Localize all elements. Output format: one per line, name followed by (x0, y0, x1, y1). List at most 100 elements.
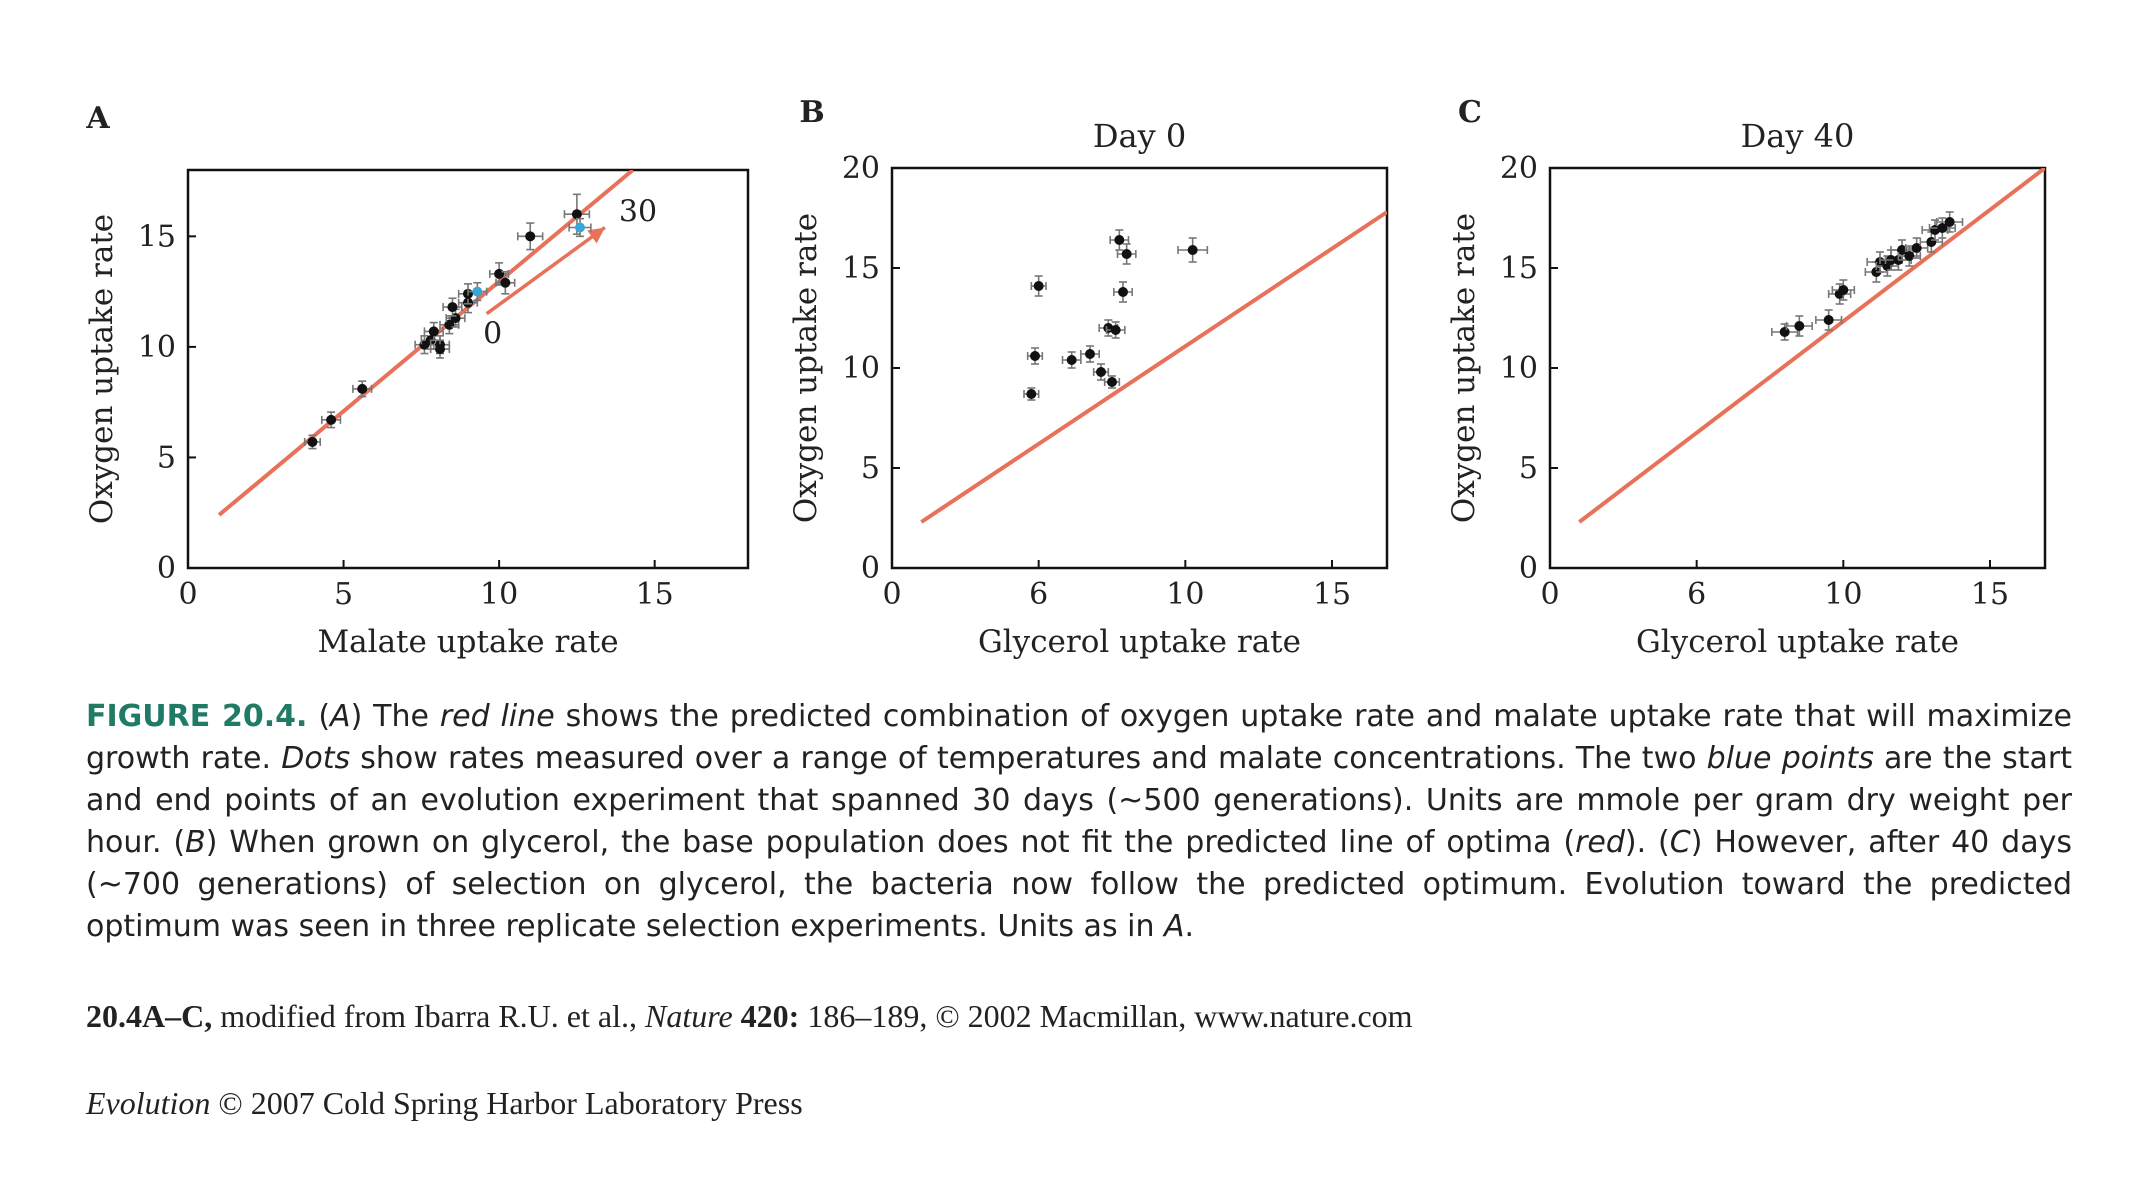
y-tick-label: 10 (842, 351, 880, 386)
y-axis-label: Oxygen uptake rate (84, 214, 120, 524)
arrow-start-label: 0 (483, 317, 502, 352)
x-axis-label: Glycerol uptake rate (978, 624, 1301, 660)
x-tick-label: 0 (1540, 577, 1559, 612)
data-point (1831, 279, 1856, 301)
y-tick-label: 10 (138, 330, 176, 365)
data-point (352, 380, 373, 398)
credit-sep (733, 998, 741, 1034)
data-point (423, 321, 444, 342)
data-point (429, 339, 451, 359)
y-axis-label: Oxygen uptake rate (788, 213, 824, 523)
book-copyright: Evolution © 2007 Cold Spring Harbor Labo… (86, 1085, 2072, 1122)
x-axis-label: Glycerol uptake rate (1636, 624, 1959, 660)
x-tick-label: 10 (1166, 577, 1204, 612)
chart-panel-b: B Day 0 0 6 10 15 0 5 10 15 20 Glycerol uptake rate… (788, 95, 1389, 660)
x-tick-label: 6 (1687, 577, 1706, 612)
data-point-marker (472, 286, 483, 297)
caption-segment: ) However, after 40 days (~700 generatio… (86, 825, 2072, 944)
data-point-marker (1187, 245, 1198, 255)
caption-segment: A (1164, 909, 1185, 944)
highlight-point (568, 217, 592, 238)
x-tick-label: 0 (882, 577, 901, 612)
data-point-marker (494, 268, 505, 279)
caption-segment: ( (307, 699, 331, 734)
optimum-line (1578, 168, 2045, 524)
y-axis-label: Oxygen uptake rate (1446, 213, 1482, 523)
caption-segment: A (330, 699, 351, 734)
data-point-marker (575, 222, 585, 233)
chart-panel-a: A 0 5 10 15 0 5 10 15 Malate uptake rate Oxygen up… (84, 101, 750, 660)
data-point-marker (1838, 285, 1849, 295)
x-tick-label: 10 (1824, 577, 1862, 612)
plot-frame (1548, 166, 2047, 570)
data-point (1103, 375, 1121, 389)
data-point-marker (1121, 249, 1132, 259)
chart-title: Day 40 (1741, 117, 1855, 155)
x-tick-label: 0 (178, 577, 197, 612)
copyright-text: © 2007 Cold Spring Harbor Laboratory Pre… (210, 1085, 803, 1121)
data-point (320, 411, 342, 429)
plot-frame (186, 168, 750, 570)
y-tick-label: 5 (1519, 451, 1538, 486)
data-point-marker (1911, 243, 1922, 253)
evolution-arrow (485, 226, 606, 316)
data-point (495, 270, 516, 295)
data-point (442, 297, 463, 317)
y-tick-label: 20 (1500, 151, 1538, 186)
data-point-marker (1944, 217, 1955, 227)
data-point-marker (1033, 281, 1044, 291)
y-tick-label: 5 (157, 440, 176, 475)
arrow-end-label: 30 (619, 194, 657, 229)
data-point-marker (1823, 315, 1834, 325)
data-point (1116, 243, 1137, 265)
y-tick-label: 10 (1500, 351, 1538, 386)
data-point-marker (525, 231, 536, 242)
data-point-marker (1937, 223, 1948, 233)
credit-ref: 20.4A–C, (86, 998, 213, 1034)
figure-credit: 20.4A–C, modified from Ibarra R.U. et al… (86, 998, 2072, 1035)
data-point (1919, 231, 1944, 253)
credit-journal: Nature (644, 998, 733, 1034)
caption-body: (A) The red line shows the predicted com… (86, 699, 2072, 944)
chart-title: Day 0 (1093, 117, 1186, 155)
data-point-marker (1794, 321, 1805, 331)
panel-label: A (85, 101, 110, 136)
data-point (1904, 237, 1929, 259)
caption-segment: show rates measured over a range of temp… (350, 741, 1707, 776)
arrow-head (587, 227, 605, 244)
data-point (1030, 275, 1047, 297)
y-tick-label: 20 (842, 151, 880, 186)
caption-segment: B (185, 825, 206, 860)
data-point-marker (1110, 325, 1121, 335)
y-tick-label: 0 (1519, 551, 1538, 586)
highlight-point (467, 281, 488, 302)
credit-text-1: modified from Ibarra R.U. et al., (212, 998, 645, 1034)
data-point-marker (1897, 245, 1907, 255)
data-point (1785, 315, 1813, 337)
x-tick-label: 15 (1313, 577, 1351, 612)
y-tick-label: 0 (861, 551, 880, 586)
figure-caption: FIGURE 20.4. (A) The red line shows the … (86, 696, 2072, 948)
y-tick-label: 15 (842, 251, 880, 286)
y-tick-label: 15 (1500, 251, 1538, 286)
data-point-marker (1107, 377, 1117, 387)
data-point (1026, 347, 1044, 365)
data-point-marker (1030, 351, 1040, 361)
data-point-marker (428, 326, 439, 337)
data-point-marker (1085, 349, 1095, 359)
data-point (303, 434, 322, 450)
caption-segment: blue points (1706, 741, 1874, 776)
data-point-marker (1118, 287, 1128, 297)
data-point-marker (435, 344, 445, 355)
y-tick-label: 5 (861, 451, 880, 486)
caption-segment: shows the predicted combination of oxyge… (86, 699, 2072, 776)
data-point (1177, 237, 1209, 263)
x-axis-label: Malate uptake rate (317, 624, 618, 660)
data-point-marker (307, 436, 318, 447)
y-tick-label: 15 (138, 219, 176, 254)
caption-segment: red (1575, 825, 1625, 860)
caption-segment: ) When grown on glycerol, the base popul… (205, 825, 1576, 860)
data-point (1098, 319, 1119, 337)
data-point-marker (1904, 251, 1915, 261)
figure: A 0 5 10 15 0 5 10 15 Malate uptake rate Oxygen up… (84, 95, 2047, 660)
